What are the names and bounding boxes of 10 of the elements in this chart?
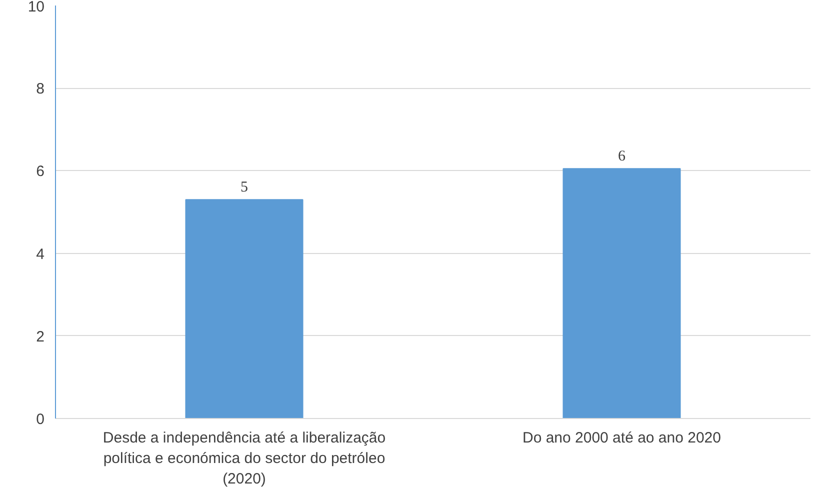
y-tick-label: 8 — [36, 80, 44, 98]
x-tick-label: Desde a independência até a liberalização política e económica do sector do petróleo (2020) — [102, 430, 386, 488]
y-tick-label: 6 — [36, 163, 44, 180]
y-tick-label: 4 — [36, 246, 44, 263]
y-tick-label: 10 — [28, 0, 45, 16]
y-tick-label: 0 — [36, 411, 44, 428]
data-label: 5 — [240, 180, 248, 196]
data-label: 6 — [618, 148, 626, 165]
y-tick-label: 2 — [36, 328, 44, 346]
x-tick-label: Do ano 2000 até ao ano 2020 — [522, 430, 722, 446]
